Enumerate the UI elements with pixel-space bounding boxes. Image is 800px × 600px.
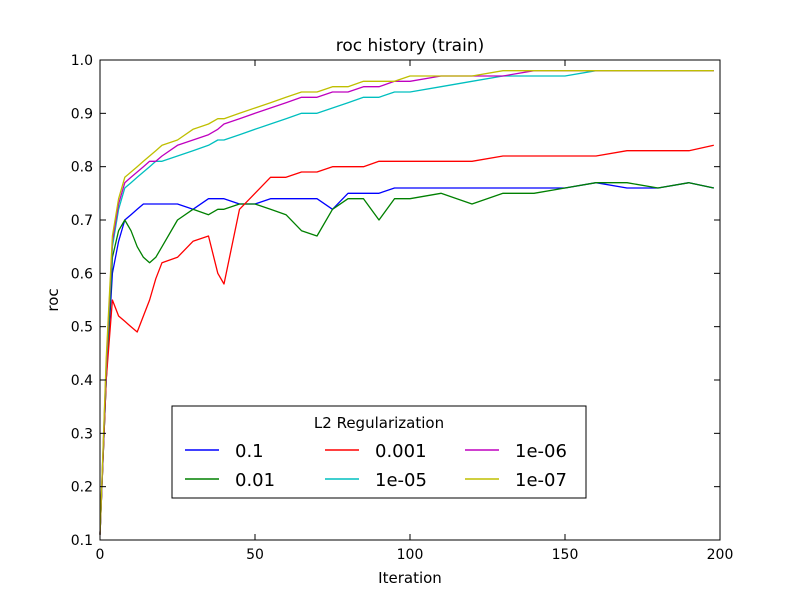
x-tick-label: 200 xyxy=(707,547,734,563)
legend-label-1e-07: 1e-07 xyxy=(515,470,567,491)
y-tick-label: 0.5 xyxy=(71,320,93,336)
chart-title: roc history (train) xyxy=(336,36,484,56)
legend-label-0.1: 0.1 xyxy=(235,441,264,462)
series-line-1e-05 xyxy=(99,70,714,535)
x-tick-label: 50 xyxy=(246,547,264,563)
y-tick-label: 0.4 xyxy=(71,373,93,389)
legend: L2 Regularization 0.1 0.01 0.001 1e-05 1e-06… xyxy=(171,405,587,499)
x-axis-title: Iteration xyxy=(378,569,442,587)
legend-title: L2 Regularization xyxy=(314,414,444,432)
series-line-1e-06 xyxy=(99,70,714,535)
legend-label-0.01: 0.01 xyxy=(235,470,275,491)
y-tick-label: 0.8 xyxy=(71,160,93,176)
series-line-0.01 xyxy=(99,182,714,535)
legend-label-1e-06: 1e-06 xyxy=(515,441,567,462)
legend-entries: 0.1 0.01 0.001 1e-05 1e-06 1e-07 xyxy=(185,441,567,491)
tick-layer: 0 50 100 150 200 0.1 0.2 0.3 0.4 0.5 0.6 0.7 0.8 0.9 1… xyxy=(71,53,734,563)
series-line-0.1 xyxy=(99,182,714,535)
legend-box xyxy=(171,405,587,499)
y-tick-label: 0.2 xyxy=(71,480,93,496)
x-tick-label: 100 xyxy=(397,547,424,563)
y-tick-label: 0.9 xyxy=(71,106,93,122)
legend-label-1e-05: 1e-05 xyxy=(375,470,427,491)
y-tick-label: 0.3 xyxy=(71,426,93,442)
y-tick-label: 1.0 xyxy=(71,53,93,69)
series-line-0.001 xyxy=(99,144,714,535)
x-tick-label: 150 xyxy=(552,547,579,563)
x-tick-label: 0 xyxy=(96,547,105,563)
series-layer xyxy=(99,70,714,535)
y-tick-label: 0.7 xyxy=(71,213,93,229)
y-axis-title: roc xyxy=(44,288,62,311)
y-tick-label: 0.6 xyxy=(71,266,93,282)
plot-frame xyxy=(99,59,721,541)
legend-label-0.001: 0.001 xyxy=(375,441,427,462)
y-tick-label: 0.1 xyxy=(71,533,93,549)
series-line-1e-07 xyxy=(99,70,714,535)
